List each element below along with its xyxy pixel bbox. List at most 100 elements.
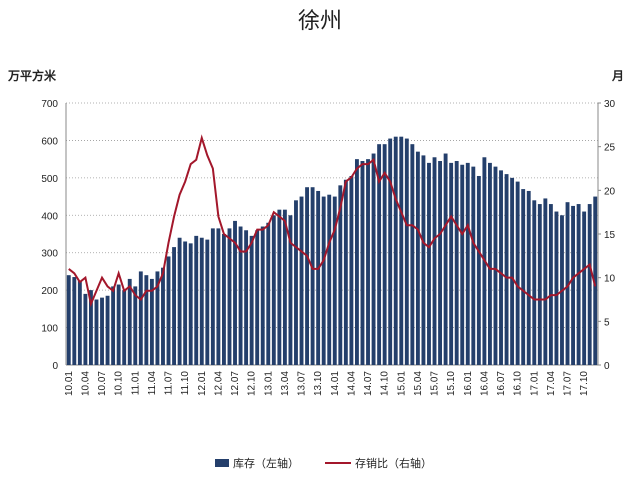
x-tick-label: 13.04	[280, 371, 291, 396]
x-tick-label: 10.04	[80, 371, 91, 396]
bar	[216, 228, 221, 365]
bar	[327, 194, 332, 365]
y2-axis-label: 月	[611, 69, 624, 83]
bar	[122, 290, 127, 365]
bar	[249, 235, 254, 365]
bar	[221, 234, 226, 365]
bar	[404, 138, 409, 365]
bar	[504, 174, 509, 365]
x-tick-label: 14.04	[346, 371, 357, 396]
bar	[205, 239, 210, 365]
bar	[310, 187, 315, 365]
x-tick-label: 16.10	[513, 371, 524, 396]
x-tick-label: 11.01	[130, 371, 141, 396]
bar	[260, 226, 265, 365]
bar	[94, 299, 99, 365]
x-tick-label: 13.10	[313, 371, 324, 396]
bar	[521, 189, 526, 365]
bar	[532, 200, 537, 365]
x-tick-label: 15.01	[396, 371, 407, 396]
bar	[526, 190, 531, 365]
bar	[277, 209, 282, 365]
bar	[454, 161, 459, 365]
x-tick-label: 14.07	[363, 371, 374, 396]
y2-tick-label: 5	[604, 317, 610, 328]
bar	[72, 277, 77, 365]
bar	[299, 196, 304, 365]
bar	[499, 170, 503, 365]
bar	[172, 247, 177, 365]
bar	[537, 204, 542, 365]
x-tick-label: 17.10	[579, 371, 590, 396]
y-tick-label: 700	[41, 99, 58, 110]
x-tick-label: 14.01	[330, 371, 341, 396]
bar	[587, 204, 592, 365]
y2-tick-label: 30	[604, 99, 616, 110]
x-tick-label: 10.07	[97, 371, 108, 396]
bar	[465, 162, 470, 365]
y-tick-label: 400	[41, 211, 58, 222]
bar	[421, 155, 426, 365]
x-tick-label: 15.07	[430, 371, 441, 396]
bar	[427, 162, 431, 365]
bar	[183, 241, 188, 365]
bar	[388, 138, 393, 365]
bar	[105, 295, 110, 365]
bar	[111, 286, 116, 365]
bar	[410, 144, 415, 365]
bar	[593, 196, 598, 365]
bar	[138, 271, 143, 365]
y2-tick-label: 20	[604, 186, 616, 197]
bar	[144, 275, 149, 365]
bar	[255, 230, 260, 365]
bar	[476, 175, 481, 365]
bar	[177, 237, 182, 365]
x-tick-label: 17.01	[529, 371, 540, 396]
bar	[366, 159, 370, 365]
y-tick-label: 300	[41, 249, 58, 260]
bar	[83, 293, 88, 365]
x-tick-label: 17.07	[563, 371, 574, 396]
x-tick-label: 17.04	[546, 371, 557, 396]
bar	[393, 136, 398, 365]
x-tick-label: 10.01	[64, 371, 75, 396]
y-axis-label: 万平方米	[7, 68, 57, 83]
bar	[305, 187, 310, 365]
bar	[576, 204, 581, 365]
y2-tick-label: 10	[604, 274, 616, 285]
legend-swatch	[215, 459, 229, 467]
bar	[471, 166, 476, 365]
y-tick-label: 200	[41, 286, 58, 297]
bar	[510, 177, 515, 365]
x-tick-label: 16.07	[496, 371, 507, 396]
bar	[515, 181, 520, 365]
bar	[100, 297, 104, 365]
bar	[244, 230, 249, 365]
x-tick-label: 11.10	[180, 371, 191, 396]
y-tick-label: 0	[52, 361, 58, 372]
bar	[149, 278, 154, 365]
bar	[116, 284, 121, 365]
bar	[88, 290, 93, 365]
bar	[360, 161, 365, 365]
bar	[271, 215, 276, 365]
bar	[332, 196, 337, 365]
bar	[493, 166, 498, 365]
x-tick-label: 13.07	[297, 371, 308, 396]
bar	[282, 209, 287, 365]
bar	[127, 278, 132, 365]
y-tick-label: 500	[41, 174, 58, 185]
bar	[487, 162, 492, 365]
x-tick-label: 11.07	[164, 371, 175, 396]
x-tick-label: 15.10	[446, 371, 457, 396]
bar	[548, 204, 553, 365]
bar	[354, 159, 359, 365]
bar	[565, 202, 570, 365]
bar	[199, 237, 204, 365]
bar	[460, 164, 465, 365]
bar	[343, 179, 348, 365]
bar	[438, 161, 443, 365]
line	[68, 134, 597, 308]
y2-tick-label: 15	[604, 230, 616, 241]
